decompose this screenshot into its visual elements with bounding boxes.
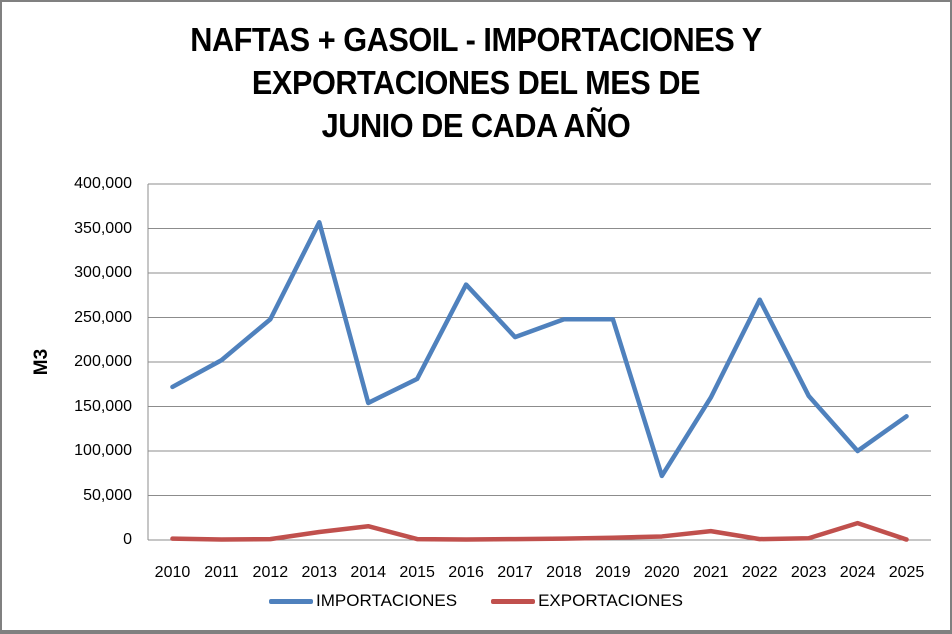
legend: IMPORTACIONES EXPORTACIONES	[2, 591, 950, 611]
legend-line-importaciones-icon	[269, 598, 314, 604]
legend-item-importaciones: IMPORTACIONES	[269, 591, 457, 611]
y-axis-title: M3	[31, 348, 52, 376]
chart-title: NAFTAS + GASOIL - IMPORTACIONES Y EXPORT…	[35, 18, 917, 147]
legend-line-exportaciones-icon	[491, 598, 536, 604]
series-line-importaciones	[170, 220, 909, 479]
legend-label-exportaciones: EXPORTACIONES	[538, 591, 683, 610]
legend-label-importaciones: IMPORTACIONES	[316, 591, 458, 610]
legend-item-exportaciones: EXPORTACIONES	[491, 591, 683, 611]
chart-title-line-2: EXPORTACIONES DEL MES DE	[251, 64, 701, 101]
chart-title-line-3: JUNIO DE CADA AÑO	[321, 107, 631, 144]
series-line-exportaciones	[170, 520, 909, 542]
chart-title-line-1: NAFTAS + GASOIL - IMPORTACIONES Y	[190, 21, 762, 58]
